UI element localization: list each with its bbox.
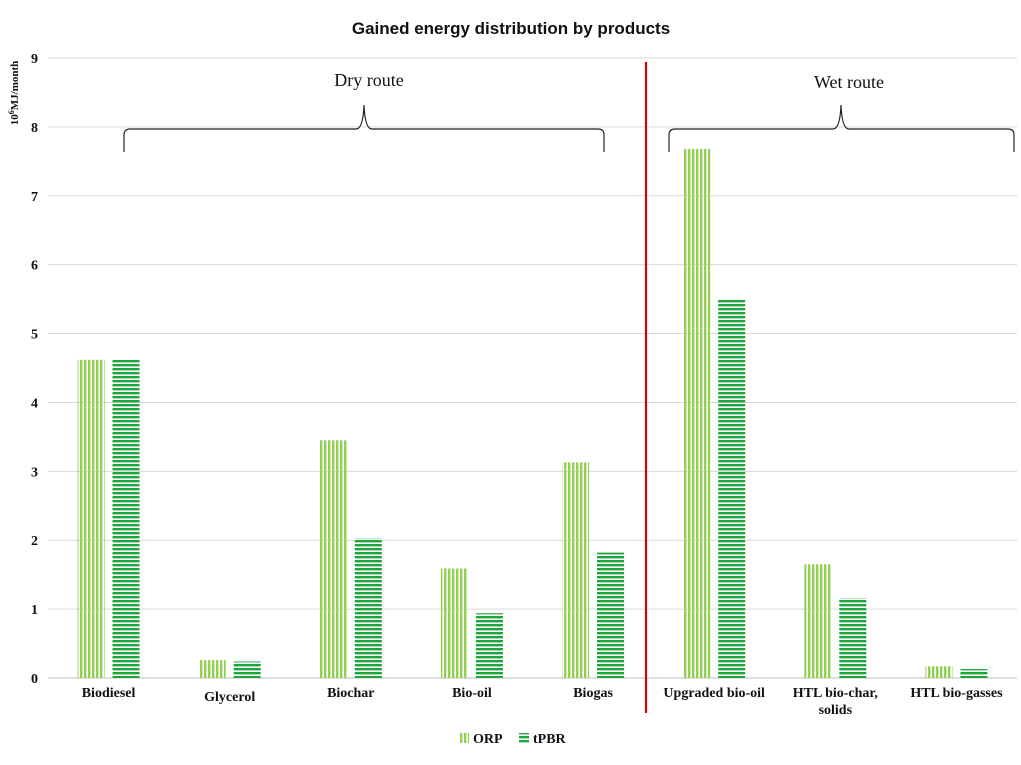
bar-orp <box>319 440 347 678</box>
x-category-label: Glycerol <box>204 690 255 705</box>
x-category-label: Upgraded bio-oil <box>663 686 765 701</box>
x-category-label: Bio-oil <box>452 686 492 701</box>
x-axis-categories: Biodiesel Glycerol Biochar Bio-oil Biogas Upg… <box>82 686 1003 718</box>
x-category-label: Biochar <box>327 686 374 701</box>
y-axis-label: 106MJ/month <box>7 61 21 126</box>
bar-tpbr <box>597 552 625 678</box>
bar-tpbr <box>233 661 261 678</box>
y-tick-label: 0 <box>31 672 38 687</box>
bar-tpbr <box>112 359 140 678</box>
bar-tpbr <box>475 613 503 678</box>
y-tick-label: 1 <box>31 603 38 618</box>
legend-swatch-orp <box>459 733 469 743</box>
x-category-label: HTL bio-char, <box>793 686 878 701</box>
y-tick-label: 6 <box>31 259 38 274</box>
bar-orp <box>804 564 832 678</box>
dry-route-brace <box>123 104 605 152</box>
legend-label-orp: ORP <box>473 732 503 747</box>
y-tick-label: 4 <box>31 396 38 411</box>
bar-orp <box>198 660 226 678</box>
bars <box>77 148 988 678</box>
y-tick-label: 9 <box>31 52 38 67</box>
bar-orp <box>683 148 711 678</box>
x-category-label: solids <box>819 703 853 718</box>
y-axis-label-unit: MJ/month <box>9 61 21 111</box>
legend-label-tpbr: tPBR <box>533 732 567 747</box>
bar-tpbr <box>718 299 746 678</box>
bar-tpbr <box>354 538 382 678</box>
x-category-label: HTL bio-gasses <box>910 686 1003 701</box>
legend-swatch-tpbr <box>519 733 529 743</box>
bar-orp <box>77 359 105 678</box>
bar-tpbr <box>960 669 988 678</box>
y-axis-label-base: 10 <box>9 114 21 126</box>
wet-route-label: Wet route <box>814 72 884 92</box>
y-tick-label: 2 <box>31 534 38 549</box>
y-tick-label: 3 <box>31 465 38 480</box>
y-tick-label: 7 <box>31 190 38 205</box>
y-axis-ticks: 0 1 2 3 4 5 6 7 8 9 <box>31 52 38 687</box>
x-category-label: Biogas <box>573 686 613 701</box>
dry-route-label: Dry route <box>334 70 403 90</box>
chart-title: Gained energy distribution by products <box>352 19 670 38</box>
y-tick-label: 5 <box>31 328 38 343</box>
wet-route-brace <box>668 104 1015 152</box>
legend: ORP tPBR <box>459 732 567 747</box>
y-axis-label-exponent: 6 <box>7 110 16 114</box>
gridlines <box>48 57 1017 679</box>
bar-orp <box>440 568 468 678</box>
bar-tpbr <box>839 598 867 678</box>
bar-orp <box>925 666 953 678</box>
y-tick-label: 8 <box>31 121 38 136</box>
bar-orp <box>562 462 590 678</box>
x-category-label: Biodiesel <box>82 686 136 701</box>
